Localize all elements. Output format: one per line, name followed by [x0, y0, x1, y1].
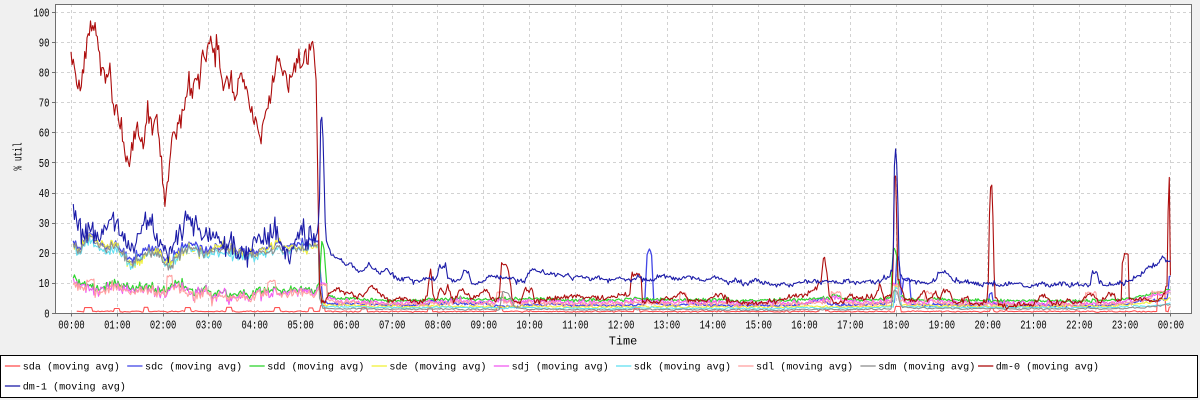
svg-text:sde (moving avg): sde (moving avg) — [389, 361, 486, 373]
svg-text:90: 90 — [39, 36, 50, 50]
svg-text:14:00: 14:00 — [700, 319, 726, 333]
svg-text:08:00: 08:00 — [425, 319, 451, 333]
svg-text:06:00: 06:00 — [333, 319, 359, 333]
svg-text:sda (moving avg): sda (moving avg) — [23, 361, 120, 373]
svg-text:20: 20 — [39, 247, 50, 261]
svg-text:30: 30 — [39, 217, 50, 231]
svg-text:11:00: 11:00 — [562, 319, 588, 333]
svg-text:22:00: 22:00 — [1066, 319, 1092, 333]
svg-text:23:00: 23:00 — [1112, 319, 1138, 333]
svg-text:20:00: 20:00 — [975, 319, 1001, 333]
svg-text:70: 70 — [39, 97, 50, 111]
svg-text:04:00: 04:00 — [242, 319, 268, 333]
svg-text:21:00: 21:00 — [1020, 319, 1046, 333]
svg-text:0: 0 — [44, 307, 49, 321]
svg-text:dm-1 (moving avg): dm-1 (moving avg) — [23, 381, 126, 393]
svg-text:19:00: 19:00 — [929, 319, 955, 333]
svg-text:05:00: 05:00 — [287, 319, 313, 333]
svg-text:02:00: 02:00 — [150, 319, 176, 333]
svg-text:00:00: 00:00 — [1158, 319, 1184, 333]
svg-text:80: 80 — [39, 67, 50, 81]
svg-text:sdl (moving avg): sdl (moving avg) — [756, 361, 853, 373]
svg-text:16:00: 16:00 — [791, 319, 817, 333]
svg-text:01:00: 01:00 — [104, 319, 130, 333]
svg-text:sdd (moving avg): sdd (moving avg) — [267, 361, 364, 373]
svg-text:13:00: 13:00 — [654, 319, 680, 333]
svg-text:40: 40 — [39, 187, 50, 201]
svg-text:sdj (moving avg): sdj (moving avg) — [512, 361, 609, 373]
svg-text:sdm (moving avg): sdm (moving avg) — [878, 361, 975, 373]
svg-text:sdc (moving avg): sdc (moving avg) — [145, 361, 242, 373]
svg-text:07:00: 07:00 — [379, 319, 405, 333]
svg-text:15:00: 15:00 — [746, 319, 772, 333]
svg-text:12:00: 12:00 — [608, 319, 634, 333]
svg-text:dm-0 (moving avg): dm-0 (moving avg) — [996, 361, 1099, 373]
svg-text:10: 10 — [39, 277, 50, 291]
svg-text:60: 60 — [39, 127, 50, 141]
svg-text:% util: % util — [13, 142, 26, 170]
svg-text:00:00: 00:00 — [58, 319, 84, 333]
svg-text:10:00: 10:00 — [516, 319, 542, 333]
svg-text:50: 50 — [39, 157, 50, 171]
svg-text:sdk (moving avg): sdk (moving avg) — [634, 361, 731, 373]
svg-text:Time: Time — [609, 335, 638, 349]
svg-text:03:00: 03:00 — [196, 319, 222, 333]
svg-text:18:00: 18:00 — [883, 319, 909, 333]
svg-text:09:00: 09:00 — [471, 319, 497, 333]
svg-text:100: 100 — [34, 6, 50, 20]
svg-text:17:00: 17:00 — [837, 319, 863, 333]
